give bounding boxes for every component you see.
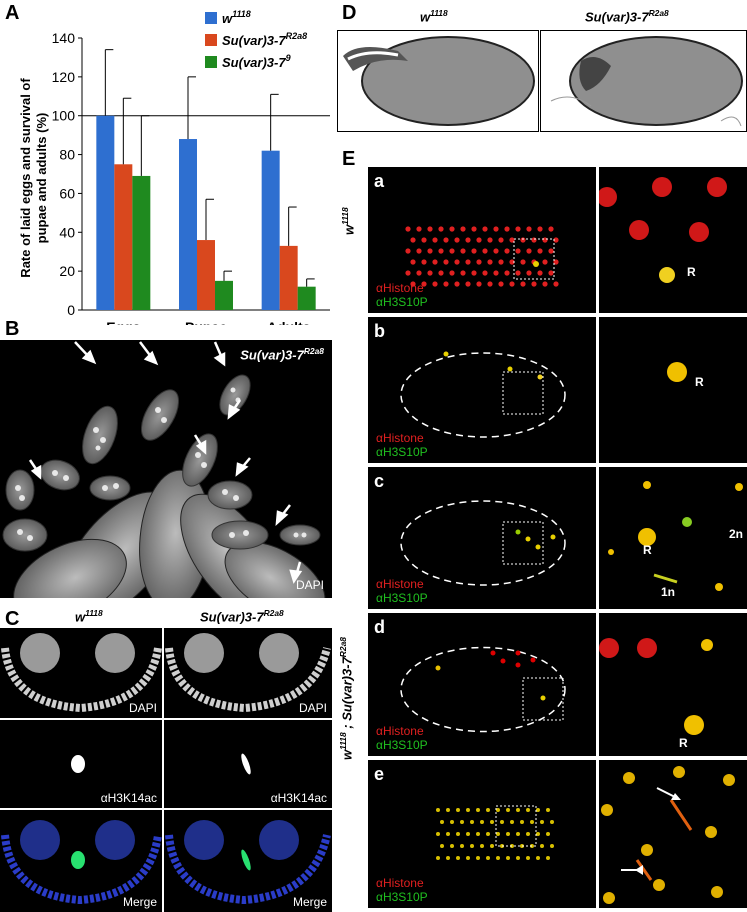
- panel-e-zoom-label: R: [643, 543, 652, 557]
- panel-b-stain-label: DAPI: [295, 578, 324, 592]
- panel-e-row-letter: a: [374, 171, 385, 191]
- panel-e-stain-histone: αHistone: [376, 431, 424, 445]
- panel-d-col2-title: Su(var)3-7R2a8: [585, 8, 669, 25]
- panel-e-row-e-overview: e αHistone αH3S10P: [368, 760, 596, 908]
- legend-entry: Su(var)3-79: [222, 53, 291, 70]
- bar: [197, 240, 215, 310]
- panel-e-zoom-label: R: [695, 375, 704, 389]
- panel-e-stain-h3s10p: αH3S10P: [376, 738, 428, 752]
- panel-d-egg-right: [540, 30, 747, 132]
- y-axis-label-line2: pupae and adults (%): [34, 113, 49, 244]
- panel-c-row1-label-right: DAPI: [298, 701, 327, 715]
- panel-e-row-d-overview: d αHistone αH3S10P: [368, 613, 596, 756]
- panel-e-row-c-overview: c αHistone αH3S10P: [368, 467, 596, 609]
- y-tick-label: 20: [59, 263, 75, 279]
- panel-e-row-a-zoom: R: [599, 167, 747, 313]
- panel-e-row-letter: e: [374, 764, 385, 784]
- bar: [297, 286, 316, 310]
- panel-a-letter: A: [5, 2, 20, 24]
- bar: [279, 245, 298, 310]
- y-tick-label: 100: [52, 108, 76, 124]
- panel-e-row-d-zoom: R: [599, 613, 747, 756]
- panel-e-stain-h3s10p: αH3S10P: [376, 591, 428, 605]
- panel-c-row3-label-left: Merge: [122, 895, 157, 909]
- panel-e-side-label-top: w1118: [340, 207, 357, 235]
- legend-entry: w1118: [222, 9, 251, 26]
- panel-c-merge-right: Merge: [164, 810, 332, 912]
- panel-c-h3k14ac-left: αH3K14ac: [0, 720, 162, 808]
- y-tick-label: 40: [59, 224, 75, 240]
- ovary-micrograph: [2, 341, 326, 598]
- x-tick-label: Pupae: [185, 319, 227, 325]
- panel-d-col1-title: w1118: [420, 8, 448, 25]
- panel-e-stain-histone: αHistone: [376, 876, 424, 890]
- panel-e-stain-histone: αHistone: [376, 281, 424, 295]
- panel-e-stain-h3s10p: αH3S10P: [376, 445, 428, 459]
- panel-e-zoom-label: 2n: [729, 527, 744, 541]
- panel-c-dapi-right: DAPI: [164, 628, 332, 718]
- panel-d-letter: D: [342, 2, 357, 24]
- panel-c-row1-label-left: DAPI: [128, 701, 157, 715]
- bar: [114, 164, 133, 310]
- panel-c-col1-title: w1118: [75, 608, 103, 625]
- panel-c-col2-title: Su(var)3-7R2a8: [200, 608, 284, 625]
- y-tick-label: 60: [59, 185, 75, 201]
- x-tick-label: Eggs: [106, 319, 140, 325]
- panel-c-row2-label-right: αH3K14ac: [270, 791, 327, 805]
- panel-e-row-b-overview: b αHistone αH3S10P: [368, 317, 596, 463]
- panel-e-stain-h3s10p: αH3S10P: [376, 890, 428, 904]
- panel-e-stain-histone: αHistone: [376, 577, 424, 591]
- panel-e-row-letter: b: [374, 321, 385, 341]
- panel-c-dapi-left: DAPI: [0, 628, 162, 718]
- panel-b-image: Su(var)3-7R2a8 DAPI: [0, 340, 332, 598]
- bar: [179, 139, 197, 310]
- bar: [96, 115, 115, 310]
- panel-c-row3-label-right: Merge: [292, 895, 327, 909]
- panel-e-row-b-zoom: R: [599, 317, 747, 463]
- panel-e-side-label-bottom: w1118 ; Su(var)3-7R2a8: [338, 637, 355, 760]
- y-tick-label: 80: [59, 147, 75, 163]
- panel-d-egg-left: [337, 30, 539, 132]
- y-axis-label-line1: Rate of laid eggs and survival of: [18, 78, 33, 278]
- legend-swatch: [205, 56, 217, 68]
- y-tick-label: 140: [52, 30, 76, 46]
- panel-b-genotype: Su(var)3-7R2a8: [240, 346, 324, 363]
- panel-e-zoom-label: R: [679, 736, 688, 750]
- panel-e-letter: E: [342, 148, 356, 170]
- panel-e-stain-h3s10p: αH3S10P: [376, 295, 428, 309]
- panel-c-row2-label-left: αH3K14ac: [100, 791, 157, 805]
- bar-chart: 0 20 40 60 80 100 120 140 Eggs Pupae Adults w1118…: [18, 9, 330, 325]
- bar: [261, 150, 280, 310]
- legend-swatch: [205, 34, 217, 46]
- panel-b-letter: B: [5, 318, 20, 340]
- x-tick-label: Adults: [267, 319, 311, 325]
- panel-c-letter: C: [5, 608, 20, 630]
- bar: [215, 280, 233, 310]
- y-tick-label: 0: [67, 302, 75, 318]
- panel-e-row-a-overview: a αHistone αH3S10P: [368, 167, 596, 313]
- y-tick-label: 120: [52, 69, 76, 85]
- panel-e-zoom-label: R: [687, 265, 696, 279]
- panel-c-merge-left: Merge: [0, 810, 162, 912]
- panel-e-row-letter: c: [374, 471, 385, 491]
- legend-entry: Su(var)3-7R2a8: [222, 31, 307, 48]
- legend-swatch: [205, 12, 217, 24]
- panel-c-h3k14ac-right: αH3K14ac: [164, 720, 332, 808]
- panel-e-stain-histone: αHistone: [376, 724, 424, 738]
- panel-e-row-letter: d: [374, 617, 385, 637]
- bar: [132, 175, 151, 310]
- panel-e-row-e-zoom: [599, 760, 747, 908]
- panel-e-row-c-zoom: R 2n 1n: [599, 467, 747, 609]
- panel-e-zoom-label: 1n: [661, 585, 676, 599]
